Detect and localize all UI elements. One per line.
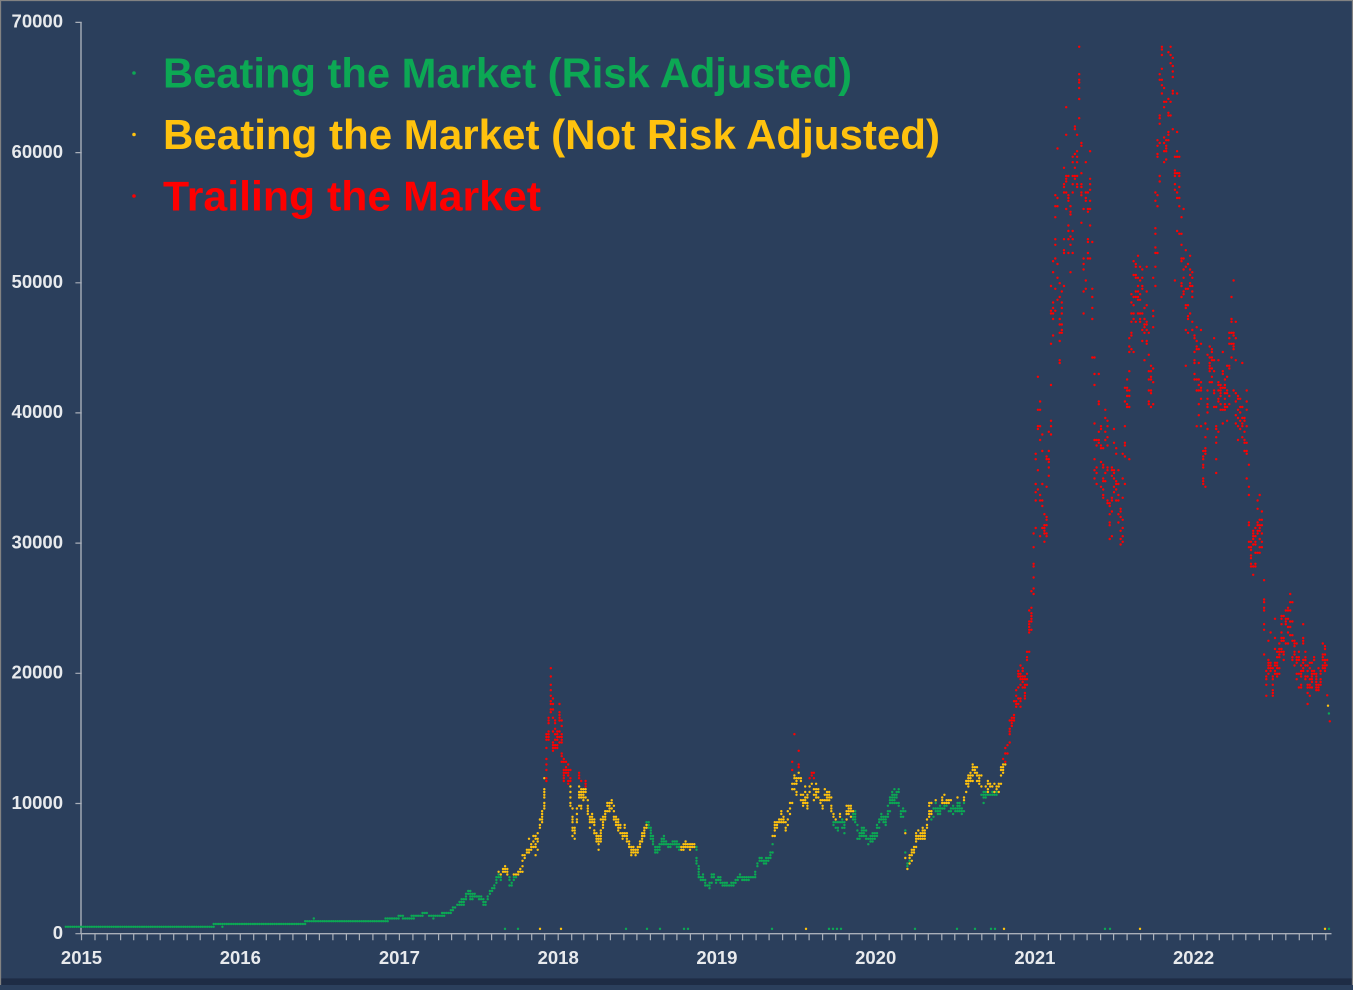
svg-text:Beating the Market (Not Risk A: Beating the Market (Not Risk Adjusted) (163, 111, 940, 158)
svg-text:2019: 2019 (696, 947, 737, 968)
svg-text:2018: 2018 (538, 947, 579, 968)
svg-text:Trailing the Market: Trailing the Market (163, 173, 541, 220)
svg-text:50000: 50000 (12, 271, 63, 292)
svg-text:40000: 40000 (12, 401, 63, 422)
svg-text:0: 0 (53, 922, 63, 943)
svg-text:70000: 70000 (12, 11, 63, 32)
svg-text:2016: 2016 (220, 947, 261, 968)
svg-text:2015: 2015 (61, 947, 102, 968)
svg-text:2017: 2017 (379, 947, 420, 968)
svg-text:2021: 2021 (1014, 947, 1055, 968)
svg-text:30000: 30000 (12, 531, 63, 552)
svg-text:10000: 10000 (12, 792, 63, 813)
svg-text:Beating the Market (Risk Adjus: Beating the Market (Risk Adjusted) (163, 50, 852, 97)
svg-text:2022: 2022 (1173, 947, 1214, 968)
svg-text:60000: 60000 (12, 141, 63, 162)
svg-text:2020: 2020 (855, 947, 896, 968)
svg-text:20000: 20000 (12, 662, 63, 683)
